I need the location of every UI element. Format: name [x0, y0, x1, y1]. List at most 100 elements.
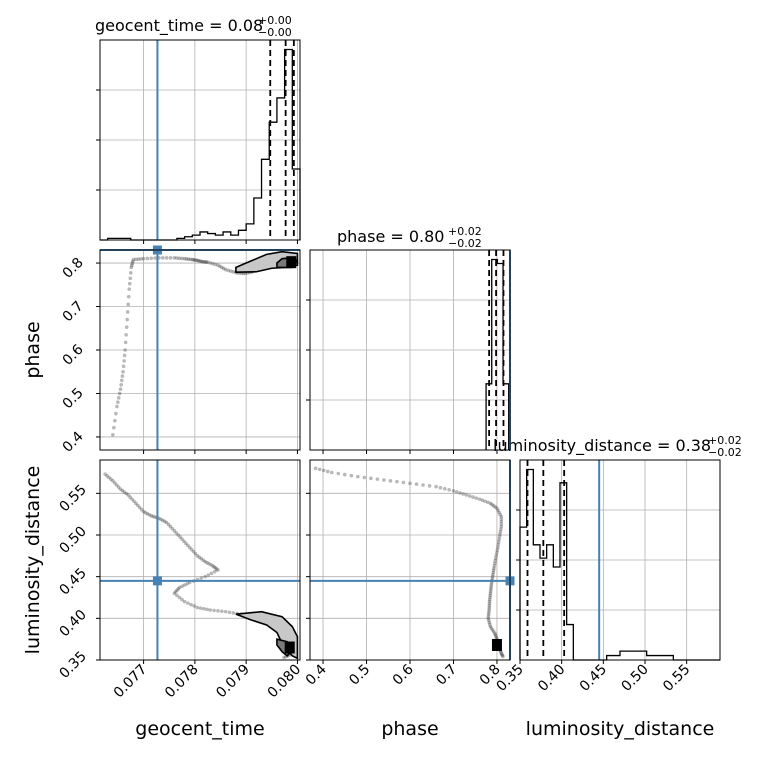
- scatter-panel-phase_vs_geocent_time-frame: [99, 249, 301, 451]
- sample-point: [178, 535, 182, 539]
- y-label-luminosity-distance: luminosity_distance: [22, 466, 44, 655]
- sample-point: [492, 564, 497, 568]
- sample-point: [498, 532, 502, 536]
- sample-point: [124, 325, 129, 329]
- sample-point: [447, 487, 451, 492]
- sample-point: [223, 609, 228, 614]
- scatter-panel-luminosity_distance_vs_geocent_time: 0.077 0.078 0.079 0.080 0.35 0.40 0.45 0.50 0.55: [56, 459, 304, 701]
- sample-point: [193, 258, 197, 262]
- sample-point: [121, 369, 125, 374]
- sample-point: [126, 493, 131, 497]
- sample-point: [182, 583, 187, 587]
- sample-point: [175, 588, 179, 593]
- sample-point: [174, 531, 179, 535]
- sample-point: [111, 432, 115, 437]
- sample-point: [193, 551, 198, 556]
- x-label-phase: phase: [381, 718, 438, 740]
- sample-point: [168, 524, 173, 529]
- tick-label-luminosity_distance: 0.45: [577, 662, 610, 695]
- sample-point: [487, 601, 492, 606]
- sample-point: [130, 497, 134, 501]
- hist-panel-geocent_time-frame: [99, 39, 301, 241]
- sample-point: [147, 512, 152, 517]
- scatter-panel-luminosity_distance_vs_geocent_time-frame: [99, 459, 301, 661]
- sample-point: [488, 501, 493, 506]
- sample-point: [421, 483, 425, 487]
- sample-point: [227, 610, 232, 615]
- sample-point: [129, 265, 134, 270]
- tick-label-luminosity_distance: 0.45: [56, 565, 89, 598]
- sample-point: [202, 260, 206, 264]
- sample-point: [491, 504, 496, 508]
- sample-point: [329, 470, 334, 475]
- sample-point: [211, 564, 215, 568]
- sample-point: [489, 581, 494, 585]
- sample-point: [494, 634, 498, 639]
- sample-point: [172, 256, 177, 260]
- sample-point: [493, 505, 498, 509]
- sample-point: [489, 583, 494, 587]
- sample-point: [336, 471, 341, 476]
- sample-point: [195, 554, 200, 558]
- sample-point: [494, 551, 499, 555]
- title-luminosity-distance-sub: −0.02: [708, 446, 742, 459]
- sample-point: [488, 622, 492, 627]
- sample-point: [164, 256, 169, 260]
- x-label-luminosity-distance: luminosity_distance: [526, 718, 715, 740]
- sample-point: [442, 486, 447, 491]
- sample-point: [126, 302, 131, 307]
- sample-point: [128, 495, 132, 499]
- title-luminosity-distance: luminosity_distance = 0.38: [493, 436, 711, 456]
- sample-point: [491, 629, 496, 634]
- sample-point: [127, 287, 132, 291]
- sample-point: [490, 502, 494, 507]
- title-phase: phase = 0.80: [337, 227, 444, 246]
- sample-point: [488, 593, 493, 598]
- sample-point: [487, 599, 492, 604]
- contour-level: [235, 610, 299, 660]
- sample-point: [207, 561, 211, 566]
- sample-point: [213, 262, 218, 267]
- sample-point: [132, 499, 136, 504]
- sample-point: [189, 602, 193, 607]
- sample-point: [141, 509, 146, 514]
- sample-point: [153, 515, 157, 519]
- title-geocent-time-sub: −0.00: [258, 26, 292, 39]
- sample-point: [471, 495, 475, 499]
- sample-point: [177, 585, 182, 590]
- sample-point: [499, 517, 504, 521]
- sample-point: [228, 269, 233, 273]
- sample-point: [129, 263, 134, 268]
- sample-point: [362, 475, 367, 480]
- y-label-phase: phase: [22, 321, 44, 378]
- sample-point: [498, 512, 503, 517]
- sample-point: [487, 606, 492, 610]
- sample-point: [206, 573, 211, 577]
- sample-point: [115, 404, 119, 409]
- sample-point: [159, 517, 163, 522]
- sample-point: [488, 589, 493, 594]
- sample-point: [219, 265, 224, 270]
- sample-point: [200, 259, 205, 264]
- sample-point: [121, 364, 126, 369]
- sample-point: [134, 501, 138, 506]
- tick-label-luminosity_distance: 0.35: [493, 662, 526, 695]
- sample-point: [114, 411, 118, 416]
- sample-point: [487, 604, 492, 608]
- sample-point: [141, 256, 146, 261]
- sample-point: [325, 469, 330, 474]
- sample-point: [113, 418, 117, 423]
- sample-point: [199, 259, 204, 264]
- sample-point: [168, 256, 173, 260]
- sample-point: [414, 482, 419, 486]
- sample-point: [184, 541, 188, 546]
- sample-point: [126, 294, 131, 299]
- hist-panel-phase-frame: [309, 249, 511, 451]
- sample-point: [186, 543, 190, 548]
- sample-point: [492, 561, 497, 566]
- sample-point: [134, 257, 138, 262]
- tick-label-luminosity_distance: 0.40: [56, 607, 89, 640]
- tick-label-luminosity_distance: 0.40: [535, 662, 568, 695]
- sample-point: [401, 480, 406, 485]
